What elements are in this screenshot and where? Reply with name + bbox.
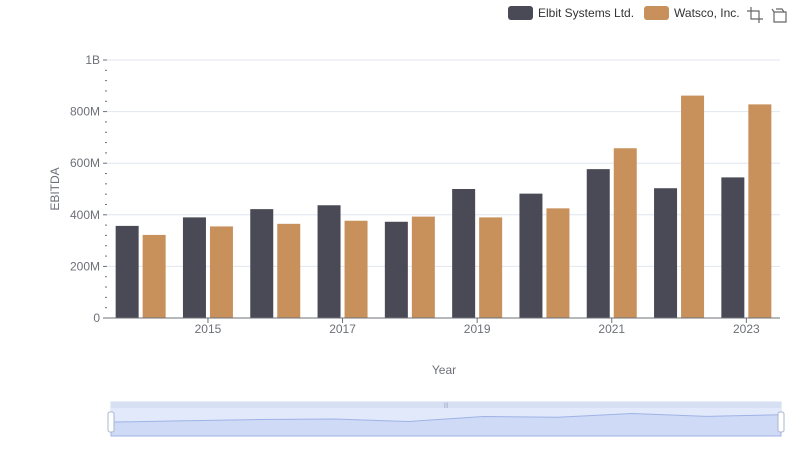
bar-watsco-2022[interactable] [681, 95, 705, 318]
restore-icon[interactable] [770, 6, 788, 24]
bar-watsco-2021[interactable] [613, 148, 637, 318]
bar-elbit-2015[interactable] [182, 217, 206, 318]
x-tick-label: 2021 [598, 322, 625, 336]
bar-watsco-2018[interactable] [411, 216, 435, 318]
y-tick-label: 200M [70, 259, 100, 273]
bar-elbit-2022[interactable] [654, 188, 678, 318]
bar-watsco-2016[interactable] [277, 223, 301, 318]
bar-elbit-2020[interactable] [519, 193, 543, 318]
bar-watsco-2020[interactable] [546, 208, 570, 318]
bar-watsco-2019[interactable] [479, 217, 503, 318]
legend-item-elbit[interactable]: Elbit Systems Ltd. [508, 6, 634, 20]
bar-watsco-2015[interactable] [209, 226, 233, 318]
x-tick-label: 2019 [464, 322, 491, 336]
data-zoom-top-bar [111, 402, 781, 408]
x-tick-label: 2015 [195, 322, 222, 336]
data-zoom-handle-right[interactable] [777, 411, 785, 433]
legend-label-watsco: Watsco, Inc. [674, 6, 740, 20]
zoom-icon[interactable] [746, 6, 764, 24]
bar-watsco-2017[interactable] [344, 220, 368, 318]
data-zoom-slider[interactable]: ||| [107, 401, 785, 437]
y-tick-label: 600M [70, 156, 100, 170]
bar-elbit-2021[interactable] [586, 169, 610, 318]
y-axis-labels: 0 200M 400M 600M 800M 1B [70, 53, 100, 325]
bar-watsco-2023[interactable] [748, 104, 772, 318]
x-tick-label: 2023 [733, 322, 760, 336]
y-tick-label: 800M [70, 105, 100, 119]
y-tick-label: 400M [70, 208, 100, 222]
y-tick-label: 0 [93, 311, 100, 325]
x-axis-labels: 2015 2017 2019 2021 2023 [195, 318, 760, 336]
bar-elbit-2019[interactable] [452, 189, 476, 318]
legend-item-watsco[interactable]: Watsco, Inc. [644, 6, 740, 20]
y-minor-ticks [105, 69, 107, 309]
legend-swatch-elbit [508, 6, 533, 20]
y-tick-label: 1B [85, 53, 100, 67]
bars [115, 95, 772, 318]
legend-label-elbit: Elbit Systems Ltd. [538, 6, 635, 20]
legend-swatch-watsco [644, 6, 670, 20]
bar-watsco-2014[interactable] [142, 234, 166, 318]
bar-elbit-2023[interactable] [721, 177, 745, 318]
bar-elbit-2016[interactable] [250, 209, 274, 318]
x-axis-title: Year [432, 363, 456, 377]
toolbox [746, 6, 788, 24]
legend: Elbit Systems Ltd. Watsco, Inc. [508, 4, 750, 22]
bar-elbit-2014[interactable] [115, 225, 139, 318]
x-tick-label: 2017 [329, 322, 356, 336]
data-zoom-grip-icon: ||| [444, 403, 449, 409]
data-zoom-handle-left[interactable] [107, 411, 115, 433]
bar-elbit-2017[interactable] [317, 205, 341, 318]
y-axis-title: EBITDA [48, 167, 62, 210]
bar-elbit-2018[interactable] [384, 221, 408, 318]
